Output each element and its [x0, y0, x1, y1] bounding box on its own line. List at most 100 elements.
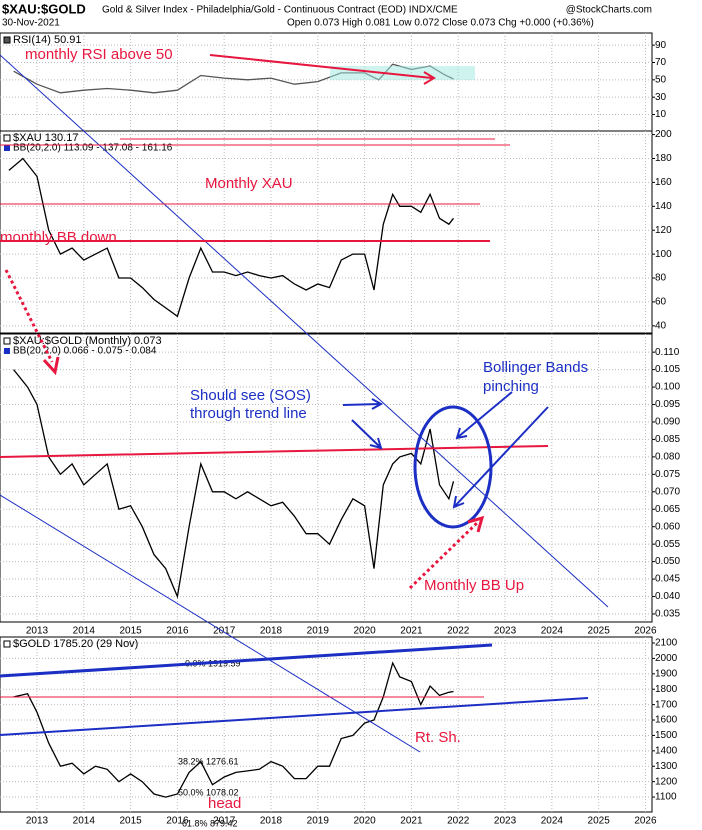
- y-tick-label: 60: [655, 297, 667, 308]
- x-tick-label: 2017: [213, 626, 236, 637]
- symbol: $XAU:$GOLD: [2, 1, 86, 16]
- y-tick-label: 0.045: [655, 574, 680, 585]
- resistance-line: [0, 445, 549, 458]
- price-line: [13, 369, 455, 599]
- y-tick-label: 0.105: [655, 364, 680, 375]
- y-tick-label: 0.100: [655, 382, 680, 393]
- x-tick-label: 2024: [541, 816, 564, 827]
- y-tick-label: 0.065: [655, 504, 680, 515]
- y-tick-label: 1200: [655, 776, 678, 787]
- legend-swatch: [4, 348, 10, 354]
- x-tick-label: 2014: [73, 626, 96, 637]
- y-tick-label: 160: [655, 177, 672, 188]
- annotation: Bollinger Bands: [483, 359, 588, 376]
- x-tick-label: 2024: [541, 626, 564, 637]
- y-tick-label: 90: [655, 40, 667, 51]
- quote: Open 0.073 High 0.081 Low 0.072 Close 0.…: [287, 18, 594, 29]
- y-tick-label: 2000: [655, 653, 678, 664]
- annotation: pinching: [483, 378, 539, 395]
- trend-line: [0, 494, 421, 753]
- y-tick-label: 0.035: [655, 609, 680, 620]
- y-tick-label: 120: [655, 225, 672, 236]
- panel-frame: [0, 636, 653, 813]
- bb-label: BB(20,2.0) 113.09 - 137.08 - 161.16: [13, 143, 173, 154]
- x-tick-label: 2013: [26, 816, 49, 827]
- x-tick-label: 2016: [166, 816, 189, 827]
- x-tick-label: 2021: [400, 626, 423, 637]
- fib-label: 50.0% 1078.02: [178, 787, 239, 797]
- annotation: Monthly XAU: [205, 175, 293, 192]
- y-tick-label: 70: [655, 57, 667, 68]
- x-tick-label: 2015: [119, 626, 142, 637]
- y-tick-label: 1500: [655, 730, 678, 741]
- legend-label: $XAU:$GOLD (Monthly) 0.073: [13, 335, 162, 347]
- y-tick-label: 1600: [655, 715, 678, 726]
- y-tick-label: 180: [655, 153, 672, 164]
- annotation: monthly BB down: [0, 229, 117, 246]
- x-tick-label: 2019: [307, 626, 330, 637]
- x-tick-label: 2023: [494, 816, 517, 827]
- y-tick-label: 0.055: [655, 539, 680, 550]
- y-tick-label: 0.050: [655, 556, 680, 567]
- date: 30-Nov-2021: [2, 18, 60, 29]
- panel-frame: [0, 130, 653, 334]
- y-tick-label: 30: [655, 92, 667, 103]
- overlay: [0, 54, 609, 753]
- x-tick-label: 2023: [494, 626, 517, 637]
- annotation: head: [208, 795, 241, 812]
- annotation: Monthly BB Up: [424, 577, 524, 594]
- y-tick-label: 0.070: [655, 486, 680, 497]
- price-line: [13, 661, 454, 798]
- arrow: [408, 520, 480, 590]
- x-tick-label: 2018: [260, 626, 283, 637]
- legend-swatch: [3, 640, 11, 648]
- arrow: [467, 515, 485, 533]
- y-tick-label: 140: [655, 201, 672, 212]
- fib-label: 61.8% 879.42: [182, 818, 238, 828]
- x-tick-label: 2020: [353, 626, 376, 637]
- arrow: [351, 419, 383, 450]
- y-tick-label: 2100: [655, 638, 678, 649]
- x-tick-label: 2014: [73, 816, 96, 827]
- arrow: [4, 269, 54, 363]
- trend-line: [0, 697, 589, 736]
- bb-label: BB(20,2.0) 0.066 - 0.075 - 0.084: [13, 346, 157, 357]
- y-tick-label: 1700: [655, 699, 678, 710]
- y-tick-label: 100: [655, 249, 672, 260]
- x-tick-label: 2021: [400, 816, 423, 827]
- y-tick-label: 50: [655, 74, 667, 85]
- y-tick-label: 200: [655, 129, 672, 140]
- trend-line: [0, 643, 493, 678]
- y-tick-label: 0.040: [655, 591, 680, 602]
- fib-label: 38.2% 1276.61: [178, 756, 239, 766]
- arrow: [342, 398, 384, 410]
- x-tick-label: 2019: [307, 816, 330, 827]
- x-tick-label: 2026: [634, 816, 657, 827]
- x-tick-label: 2022: [447, 626, 470, 637]
- x-tick-label: 2025: [588, 626, 611, 637]
- y-tick-label: 10: [655, 109, 667, 120]
- legend-label: $GOLD 1785.20 (29 Nov): [13, 638, 138, 650]
- x-tick-label: 2016: [166, 626, 189, 637]
- annotation: monthly RSI above 50: [25, 46, 173, 63]
- y-tick-label: 1100: [655, 792, 677, 803]
- x-tick-label: 2017: [213, 816, 236, 827]
- annotation: Should see (SOS): [190, 387, 311, 404]
- legend-swatch: [3, 36, 11, 44]
- arrow: [455, 391, 513, 440]
- x-tick-label: 2020: [353, 816, 376, 827]
- x-tick-label: 2025: [588, 816, 611, 827]
- arrow: [209, 54, 436, 85]
- y-tick-label: 0.075: [655, 469, 680, 480]
- arrow: [452, 406, 549, 509]
- x-tick-label: 2013: [26, 626, 49, 637]
- y-tick-label: 1800: [655, 684, 678, 695]
- trend-line: [0, 54, 609, 608]
- y-tick-label: 0.060: [655, 521, 680, 532]
- panel-frame: [0, 333, 653, 623]
- legend-swatch: [4, 145, 10, 151]
- y-tick-label: 40: [655, 320, 667, 331]
- y-tick-label: 0.095: [655, 399, 680, 410]
